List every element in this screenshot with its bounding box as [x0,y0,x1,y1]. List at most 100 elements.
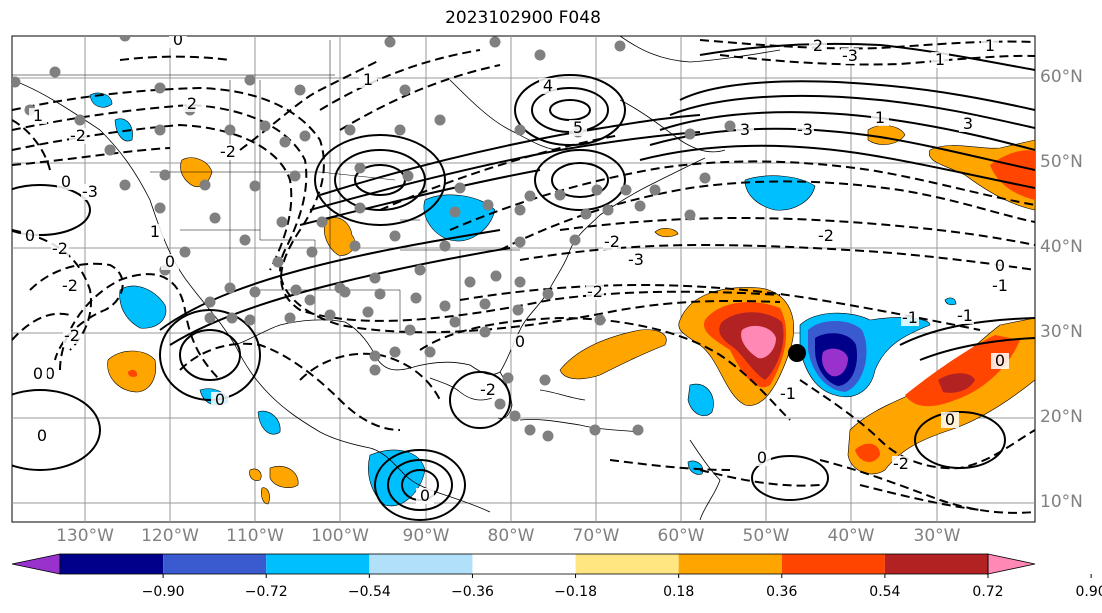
station-dot [632,424,644,436]
colorbar-tick-label: 0.18 [663,584,695,600]
station-dot [594,314,606,326]
colorbar-segment [678,554,782,574]
station-dot [580,208,592,220]
station-dot [362,306,374,318]
contour-value-label: 0 [420,486,430,505]
station-dot [514,204,526,216]
contour-value-label: 0 [25,226,35,245]
lon-label: 120°W [141,526,199,546]
station-dot [489,36,501,48]
colorbar-segment [266,554,370,574]
contour-value-label: -1 [780,384,796,403]
colorbar-tick-label: −0.54 [347,584,391,600]
station-dot [272,256,284,268]
contour-value-label: -2 [480,380,496,399]
borders [12,40,520,330]
station-dot [49,66,61,78]
contour-value-label: 3 [740,120,750,139]
station-dot [494,398,506,410]
station-dot [179,246,191,258]
station-dot [249,286,261,298]
lon-label: 80°W [487,526,535,546]
contour-value-label: 5 [573,118,583,137]
station-dot [224,124,236,136]
lon-label: 30°W [913,526,961,546]
station-dot [591,184,603,196]
station-dot [154,82,166,94]
station-dot [512,304,524,316]
colorbar-tick-label: −0.72 [244,584,288,600]
contour-value-label: -1 [902,308,918,327]
contour-value-label: 1 [935,50,945,69]
station-dot [154,124,166,136]
station-dot [294,84,306,96]
station-dot [226,312,238,324]
contour-value-label: -2 [587,282,603,301]
station-dot [394,124,406,136]
contour-value-label: -3 [797,120,813,139]
station-dot [534,49,546,61]
map-title: 2023102900 F048 [445,8,601,28]
station-dot [509,410,521,422]
station-dot [244,74,256,86]
station-dot [514,276,526,288]
contour-value-label: 0 [165,252,175,271]
station-dot [414,264,426,276]
station-dot [276,216,288,228]
station-dot [209,212,221,224]
colorbar-tick-label: 0.36 [766,584,798,600]
colorbar-segment [163,554,267,574]
contour-value-label: 2 [813,36,823,55]
contour-value-label: -3 [628,250,644,269]
contour-value-label: 3 [963,114,973,133]
station-dot [649,184,661,196]
contour-value-label: 0 [515,332,525,351]
station-dot [339,286,351,298]
station-dot [354,162,366,174]
colorbar-extend-right [987,553,1036,575]
colorbar-segment [884,554,988,574]
station-dot [539,374,551,386]
station-dot [479,326,491,338]
station-dot [482,199,494,211]
station-dot [389,346,401,358]
shaded-anomalies [89,92,1035,507]
station-dot [502,372,514,384]
contour-value-label: 0 [173,30,183,49]
contour-value-label: -2 [52,239,68,258]
contour-value-label: 0 [995,256,1005,275]
contour-value-label: -2 [818,226,834,245]
colorbar-tick-label: −0.18 [554,584,597,600]
colorbar-segment [60,554,164,574]
station-dot [244,314,256,326]
lon-label: 60°W [657,526,705,546]
station-dot [299,130,311,142]
contour-value-label: 1 [985,36,995,55]
station-dot [119,179,131,191]
contour-value-label: 0 [757,448,767,467]
colorbar [11,553,1092,578]
station-dot [684,128,696,140]
station-dot [402,170,414,182]
contour-value-label: -2 [604,232,620,251]
contour-value-label: -2 [64,326,80,345]
station-dot [290,284,302,296]
station-dot [349,240,361,252]
station-dot [514,124,526,136]
station-dot [479,298,491,310]
station-dot [449,206,461,218]
station-dot [439,300,451,312]
colorbar-tick-label: −0.90 [141,584,185,600]
storm-center-dot [788,344,806,362]
station-dot [490,270,502,282]
colorbar-segment [472,554,576,574]
contour-value-label: 1 [33,106,43,125]
colorbar-segment [369,554,473,574]
contour-value-label: -1 [992,276,1008,295]
lat-label: 60°N [1040,67,1083,87]
contour-value-label: 0 [61,172,71,191]
contour-value-label: 1 [150,222,160,241]
lon-label: 110°W [226,526,284,546]
station-dot [524,190,536,202]
